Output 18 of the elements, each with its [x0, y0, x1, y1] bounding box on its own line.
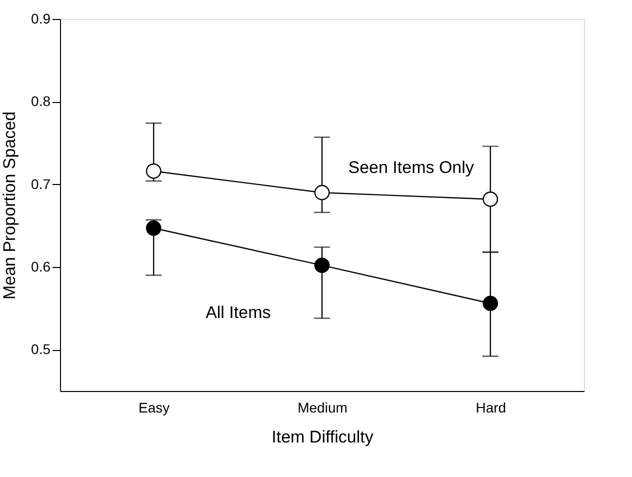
- y-tick-label: 0.9: [31, 10, 51, 26]
- point: [482, 296, 498, 312]
- text: All Items: [206, 302, 271, 322]
- y-tick-label: 0.7: [31, 176, 51, 192]
- series-label: Seen Items Only: [348, 158, 474, 177]
- y-tick-label: 0.5: [31, 341, 51, 358]
- point: [314, 258, 330, 274]
- y-tick-label: 0.8: [31, 93, 51, 110]
- x-axis-title: Item Difficulty: [272, 428, 374, 446]
- x-tick-label: Hard: [476, 400, 506, 416]
- point: [314, 184, 330, 200]
- point: [146, 163, 162, 179]
- x-tick-label: Medium: [298, 400, 348, 416]
- x-tick-label: Easy: [138, 400, 170, 416]
- y-axis-title: Mean Proportion Spaced: [0, 111, 20, 300]
- y-tick-label: 0.6: [31, 258, 51, 274]
- point: [146, 220, 162, 236]
- point: [482, 192, 498, 207]
